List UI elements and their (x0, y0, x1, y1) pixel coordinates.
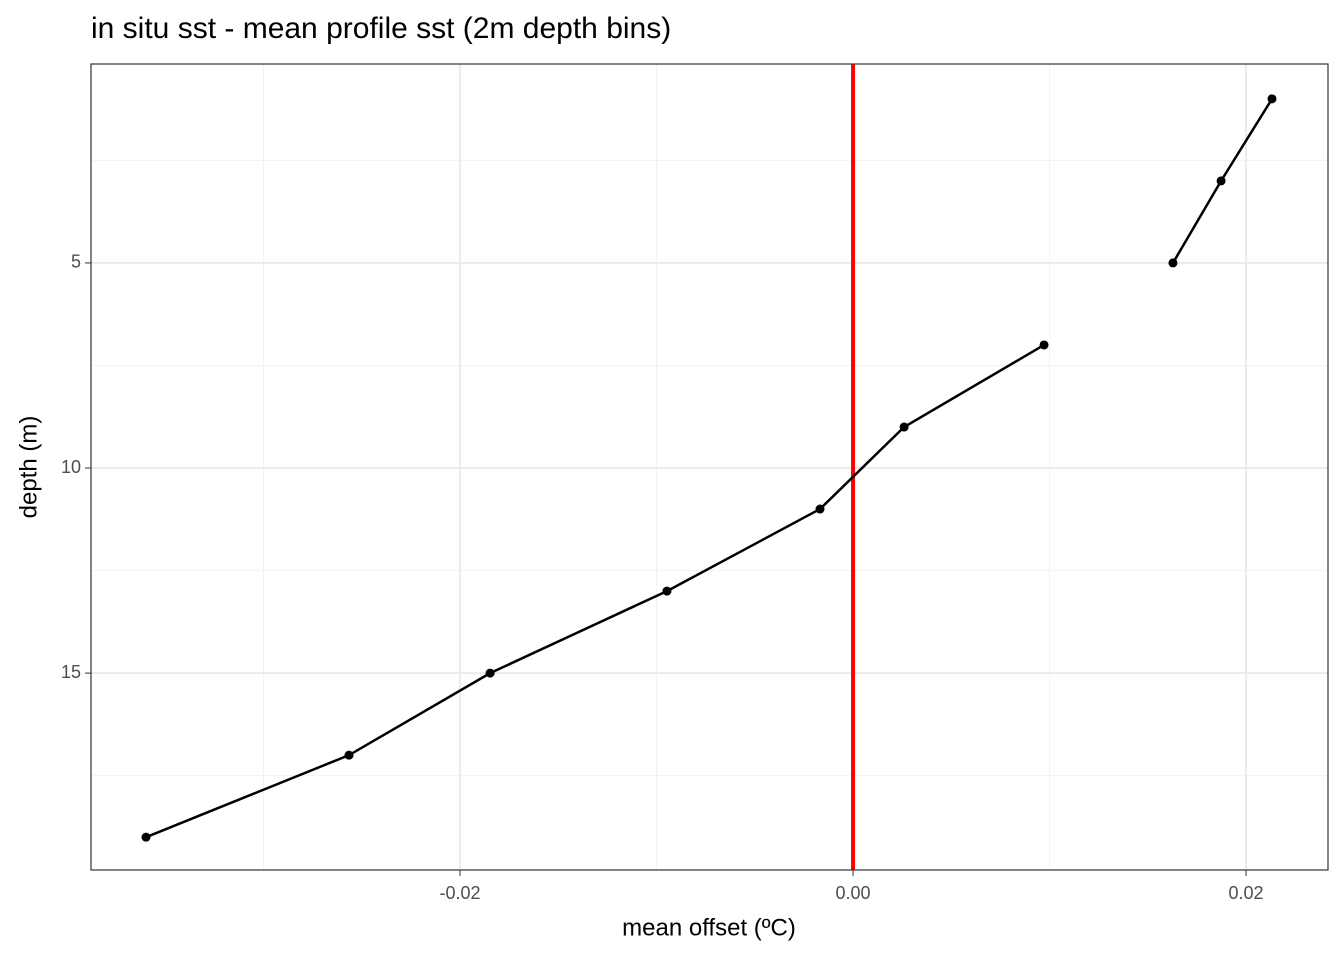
y-tick-label: 5 (71, 252, 81, 272)
data-point (662, 586, 672, 596)
data-point (1267, 94, 1277, 104)
data-point (1039, 340, 1049, 350)
data-point (815, 504, 825, 514)
data-point (1216, 176, 1226, 186)
plot-border (90, 63, 1329, 871)
y-tick-label: 10 (61, 457, 81, 477)
x-tick-label: 0.02 (1229, 883, 1264, 903)
y-tick-label: 15 (61, 662, 81, 682)
data-point (1168, 258, 1178, 268)
x-tick-label: 0.00 (836, 883, 871, 903)
x-tick-label: -0.02 (440, 883, 481, 903)
chart-title: in situ sst - mean profile sst (2m depth… (91, 12, 671, 45)
data-point (141, 832, 151, 842)
x-axis-label: mean offset (ºC) (622, 914, 796, 941)
y-axis-label: depth (m) (15, 416, 42, 519)
data-point (485, 668, 495, 678)
data-point (344, 750, 354, 760)
data-point (899, 422, 909, 432)
